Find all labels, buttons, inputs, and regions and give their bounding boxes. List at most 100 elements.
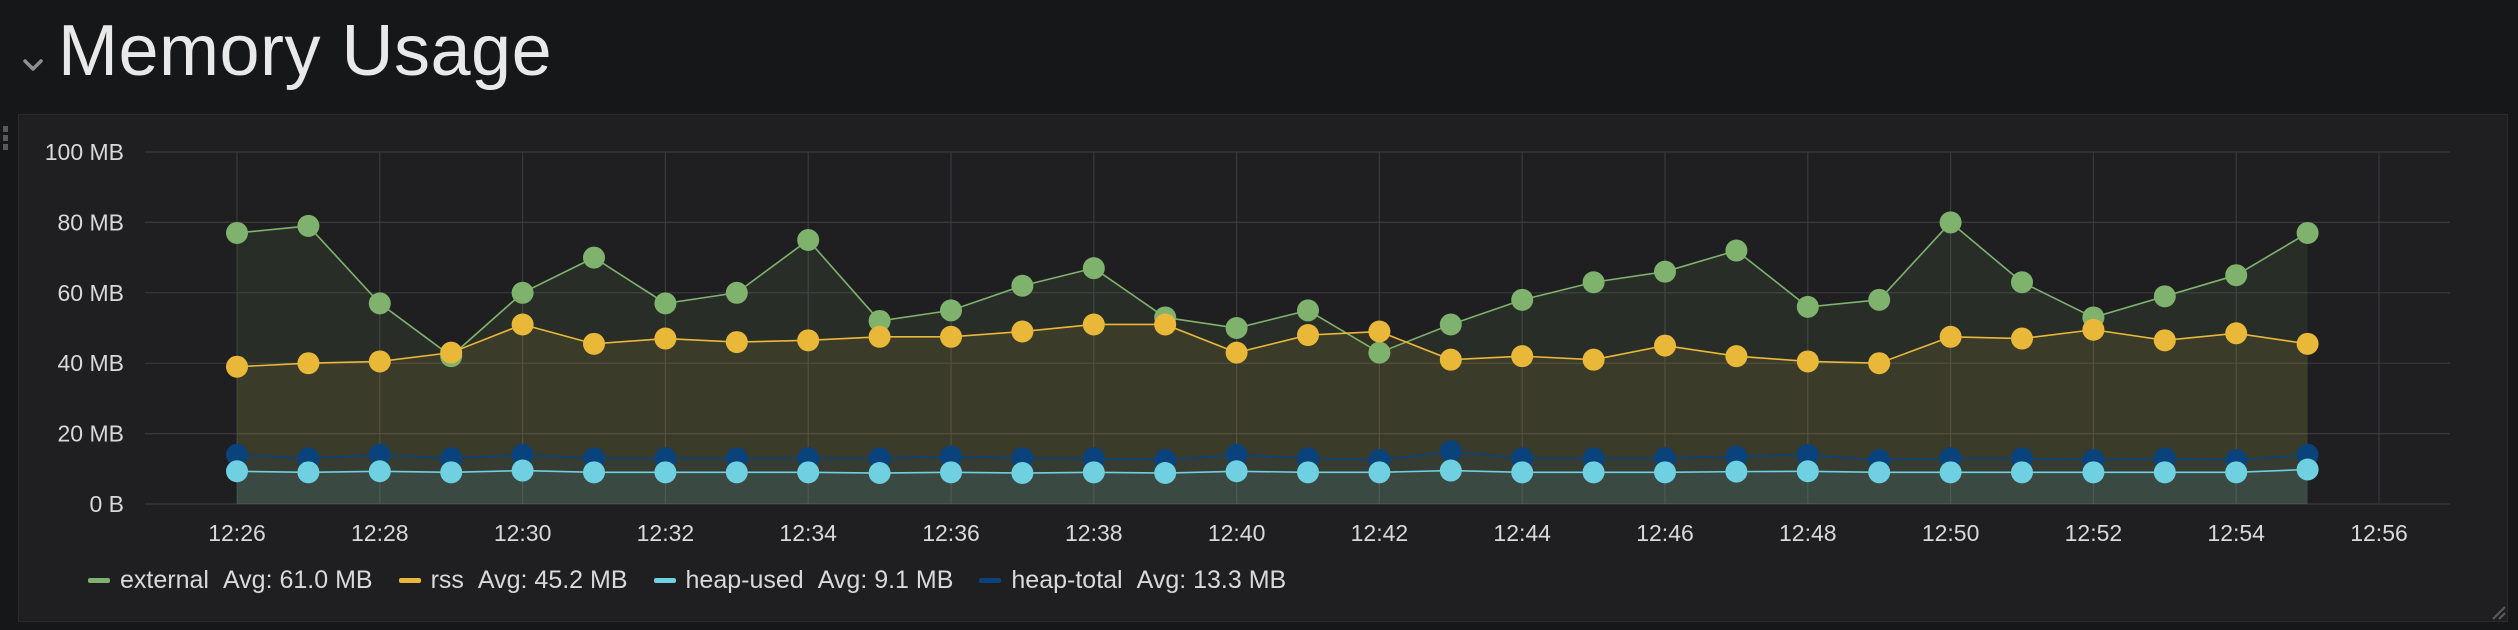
data-point-heap-used: [1225, 460, 1248, 483]
data-point-external: [1368, 341, 1391, 364]
data-point-external: [583, 246, 605, 269]
data-point-rss: [297, 352, 320, 375]
data-point-external: [654, 292, 677, 315]
data-point-external: [1654, 260, 1676, 283]
chevron-down-icon[interactable]: [20, 52, 46, 78]
data-point-external: [511, 281, 534, 304]
data-point-external: [868, 309, 891, 332]
data-point-heap-total: [511, 443, 534, 466]
data-point-rss: [1868, 352, 1891, 375]
data-point-heap-used: [797, 461, 820, 484]
x-tick-label: 12:30: [494, 520, 552, 546]
legend-avg-heap-used: Avg: 9.1 MB: [817, 565, 954, 594]
y-tick-label: 40 MB: [58, 350, 124, 376]
data-point-external: [2153, 285, 2176, 308]
legend-avg-rss: Avg: 45.2 MB: [477, 565, 628, 594]
series-line-heap-used: [236, 468, 2308, 474]
series-area-rss: [237, 324, 2308, 504]
data-point-heap-used: [1368, 461, 1391, 484]
data-point-heap-used: [1654, 461, 1676, 484]
data-point-heap-used: [1297, 461, 1319, 484]
row-title[interactable]: Memory Usage: [58, 11, 553, 91]
data-point-heap-used: [2153, 461, 2176, 484]
data-point-external: [1011, 274, 1034, 297]
series-area-heap-used: [237, 469, 2308, 504]
data-point-rss: [1939, 325, 1962, 348]
legend-swatch-heap-total: [979, 577, 1002, 583]
data-point-rss: [654, 327, 677, 350]
data-point-external: [1868, 288, 1891, 311]
data-point-heap-used: [1082, 461, 1105, 484]
x-tick-label: 12:40: [1208, 520, 1266, 546]
legend-item-heap-total[interactable]: heap-total Avg: 13.3 MB: [979, 566, 1286, 595]
series-line-heap-total: [236, 450, 2308, 461]
x-tick-label: 12:48: [1779, 520, 1837, 546]
data-point-heap-used: [725, 461, 748, 484]
legend-label-heap-total: heap-total: [1011, 565, 1123, 594]
data-point-rss: [797, 329, 820, 352]
legend-item-external[interactable]: external Avg: 61.0 MB: [88, 566, 373, 595]
data-point-heap-used: [1939, 461, 1962, 484]
legend-label-external: external: [120, 565, 209, 594]
data-point-external: [2011, 271, 2033, 294]
data-point-heap-used: [1582, 461, 1605, 484]
data-point-rss: [2011, 327, 2033, 350]
data-point-rss: [511, 313, 534, 336]
x-tick-label: 12:34: [779, 520, 837, 546]
legend-avg-external: Avg: 61.0 MB: [222, 565, 373, 594]
y-tick-label: 100 MB: [45, 139, 124, 165]
x-tick-label: 12:46: [1636, 520, 1694, 546]
x-tick-label: 12:56: [2350, 520, 2408, 546]
series-area-heap-total: [237, 451, 2308, 504]
data-point-external: [1082, 257, 1105, 280]
x-tick-label: 12:50: [1922, 520, 1980, 546]
data-point-rss: [1511, 345, 1534, 368]
x-tick-label: 12:26: [208, 520, 266, 546]
drag-handle-icon[interactable]: [2, 124, 12, 154]
x-tick-label: 12:54: [2207, 520, 2265, 546]
legend-label-heap-used: heap-used: [685, 565, 804, 594]
row-header: Memory Usage: [0, 0, 2518, 108]
series-line-external: [236, 221, 2309, 358]
chart-legend: external Avg: 61.0 MB rss Avg: 45.2 MB h…: [88, 560, 1312, 600]
data-point-external: [1582, 271, 1605, 294]
data-point-external: [1225, 317, 1248, 339]
data-point-rss: [1439, 348, 1462, 371]
x-tick-label: 12:44: [1493, 520, 1551, 546]
data-point-heap-total: [1796, 443, 1819, 466]
data-point-rss: [440, 341, 463, 364]
y-tick-label: 20 MB: [58, 421, 124, 447]
data-point-external: [1439, 313, 1462, 336]
legend-avg-heap-total: Avg: 13.3 MB: [1136, 565, 1287, 594]
data-point-rss: [583, 332, 605, 355]
data-point-heap-used: [368, 460, 391, 483]
legend-item-heap-used[interactable]: heap-used Avg: 9.1 MB: [653, 565, 954, 595]
data-point-heap-total: [1725, 445, 1748, 468]
data-point-external: [797, 229, 820, 251]
data-point-heap-used: [1725, 460, 1748, 483]
data-point-rss: [2296, 332, 2319, 355]
data-point-heap-used: [940, 461, 962, 484]
data-point-rss: [1082, 313, 1105, 336]
data-point-heap-total: [368, 443, 391, 466]
data-point-external: [1511, 288, 1534, 311]
data-point-external: [2225, 264, 2248, 287]
data-point-heap-total: [226, 443, 248, 466]
legend-item-rss[interactable]: rss Avg: 45.2 MB: [398, 565, 628, 595]
resize-corner-icon[interactable]: [2490, 604, 2506, 620]
data-point-heap-used: [2296, 458, 2319, 481]
data-point-heap-used: [297, 461, 320, 484]
data-point-rss: [940, 325, 962, 348]
data-point-external: [940, 299, 962, 322]
y-tick-label: 80 MB: [58, 209, 124, 235]
data-point-heap-total: [1439, 440, 1462, 463]
legend-swatch-external: [88, 577, 110, 583]
data-point-heap-used: [1011, 462, 1034, 485]
data-point-rss: [368, 350, 391, 373]
data-point-heap-used: [1868, 461, 1891, 484]
data-point-heap-used: [226, 460, 248, 483]
legend-swatch-heap-used: [653, 577, 676, 583]
data-point-external: [2296, 221, 2319, 244]
series-line-rss: [236, 323, 2308, 368]
